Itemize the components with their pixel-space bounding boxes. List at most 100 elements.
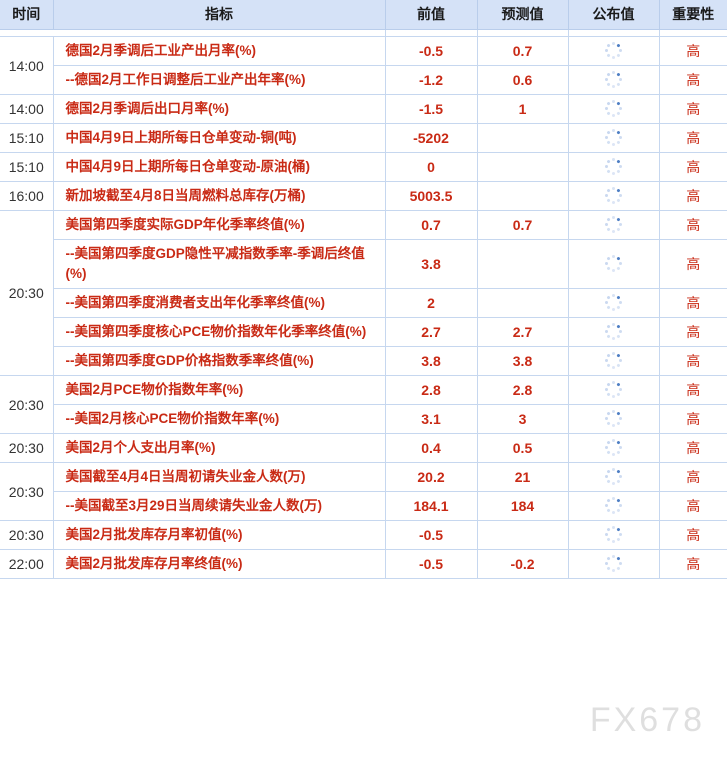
table-row[interactable]: 20:30 美国截至4月4日当周初请失业金人数(万) 20.2 21 高: [0, 462, 727, 521]
cell-previous-value: 2: [385, 288, 478, 318]
cell-previous-value: -5202: [385, 123, 478, 153]
cell-indicator[interactable]: 中国4月9日上期所每日仓单变动-铜(吨): [53, 123, 386, 153]
column-header-actual[interactable]: 公布值: [568, 0, 660, 30]
cell-actual-value: [568, 462, 660, 492]
cell-actual-value: [568, 346, 660, 376]
cell-importance: 高: [659, 94, 727, 124]
table-row[interactable]: 15:10 中国4月9日上期所每日仓单变动-铜(吨) -5202 高: [0, 123, 727, 153]
cell-indicator[interactable]: 美国2月批发库存月率初值(%): [53, 520, 386, 550]
cell-actual-value: [568, 239, 660, 289]
table-row[interactable]: --美国2月核心PCE物价指数年率(%) 3.1 3 高: [0, 404, 727, 434]
loading-spinner-icon: [605, 100, 622, 118]
cell-importance: 高: [659, 36, 727, 66]
loading-spinner-icon: [605, 42, 622, 60]
column-header-forecast[interactable]: 预测值: [477, 0, 569, 30]
table-body: 14:00 德国2月季调后工业产出月率(%) -0.5 0.7 高 --德国2月工作日调整…: [0, 29, 727, 579]
table-row[interactable]: --德国2月工作日调整后工业产出年率(%) -1.2 0.6 高: [0, 65, 727, 95]
spacer-cell-indicator: [53, 29, 386, 37]
cell-previous-value: -1.2: [385, 65, 478, 95]
cell-forecast-value: [477, 288, 569, 318]
cell-importance: 高: [659, 288, 727, 318]
loading-spinner-icon: [605, 255, 622, 273]
column-header-previous[interactable]: 前值: [385, 0, 478, 30]
cell-actual-value: [568, 317, 660, 347]
cell-time: 20:30: [0, 433, 54, 463]
loading-spinner-icon: [605, 216, 622, 234]
cell-previous-value: 2.7: [385, 317, 478, 347]
table-row[interactable]: 20:30 美国2月批发库存月率初值(%) -0.5 高: [0, 520, 727, 550]
cell-previous-value: -0.5: [385, 36, 478, 66]
cell-time: 16:00: [0, 181, 54, 211]
cell-indicator[interactable]: 德国2月季调后工业产出月率(%): [53, 36, 386, 66]
cell-indicator[interactable]: 德国2月季调后出口月率(%): [53, 94, 386, 124]
spacer-cell-importance: [659, 29, 727, 37]
cell-previous-value: 3.1: [385, 404, 478, 434]
column-header-time[interactable]: 时间: [0, 0, 54, 30]
cell-time: 20:30: [0, 520, 54, 550]
cell-importance: 高: [659, 433, 727, 463]
loading-spinner-icon: [605, 323, 622, 341]
table-row[interactable]: 22:00 美国2月批发库存月率终值(%) -0.5 -0.2 高: [0, 549, 727, 579]
cell-actual-value: [568, 491, 660, 521]
table-row[interactable]: --美国截至3月29日当周续请失业金人数(万) 184.1 184 高: [0, 491, 727, 521]
cell-importance: 高: [659, 123, 727, 153]
spacer-cell-previous: [385, 29, 478, 37]
cell-previous-value: -0.5: [385, 520, 478, 550]
table-row[interactable]: 16:00 新加坡截至4月8日当周燃料总库存(万桶) 5003.5 高: [0, 181, 727, 211]
cell-indicator[interactable]: --美国第四季度GDP隐性平减指数季率-季调后终值(%): [53, 239, 386, 289]
table-row[interactable]: --美国第四季度消费者支出年化季率终值(%) 2 高: [0, 288, 727, 318]
cell-actual-value: [568, 210, 660, 240]
site-watermark: FX678: [589, 701, 705, 739]
cell-importance: 高: [659, 375, 727, 405]
cell-previous-value: 20.2: [385, 462, 478, 492]
loading-spinner-icon: [605, 381, 622, 399]
cell-importance: 高: [659, 239, 727, 289]
cell-forecast-value: 3.8: [477, 346, 569, 376]
loading-spinner-icon: [605, 410, 622, 428]
cell-indicator[interactable]: 美国第四季度实际GDP年化季率终值(%): [53, 210, 386, 240]
cell-indicator[interactable]: 美国2月批发库存月率终值(%): [53, 549, 386, 579]
cell-time: 20:30: [0, 375, 54, 434]
loading-spinner-icon: [605, 555, 622, 573]
cell-forecast-value: [477, 520, 569, 550]
cell-indicator[interactable]: --美国第四季度GDP价格指数季率终值(%): [53, 346, 386, 376]
cell-indicator[interactable]: --美国2月核心PCE物价指数年率(%): [53, 404, 386, 434]
header-row: 时间 指标 前值 预测值 公布值 重要性: [0, 0, 727, 30]
table-row[interactable]: 20:30 美国2月个人支出月率(%) 0.4 0.5 高: [0, 433, 727, 463]
cell-indicator[interactable]: 美国2月个人支出月率(%): [53, 433, 386, 463]
spacer-cell-time: [0, 29, 53, 37]
loading-spinner-icon: [605, 129, 622, 147]
cell-time: 20:30: [0, 462, 54, 521]
table-row[interactable]: 15:10 中国4月9日上期所每日仓单变动-原油(桶) 0 高: [0, 152, 727, 182]
table-row[interactable]: 20:30 美国第四季度实际GDP年化季率终值(%) 0.7 0.7 高: [0, 210, 727, 376]
cell-importance: 高: [659, 404, 727, 434]
cell-importance: 高: [659, 65, 727, 95]
cell-actual-value: [568, 123, 660, 153]
cell-importance: 高: [659, 210, 727, 240]
table-row[interactable]: 14:00 德国2月季调后工业产出月率(%) -0.5 0.7 高: [0, 36, 727, 95]
cell-forecast-value: 0.6: [477, 65, 569, 95]
cell-forecast-value: 0.5: [477, 433, 569, 463]
table-row[interactable]: --美国第四季度核心PCE物价指数年化季率终值(%) 2.7 2.7 高: [0, 317, 727, 347]
cell-indicator[interactable]: --美国第四季度核心PCE物价指数年化季率终值(%): [53, 317, 386, 347]
cell-indicator[interactable]: --美国第四季度消费者支出年化季率终值(%): [53, 288, 386, 318]
cell-importance: 高: [659, 181, 727, 211]
cell-previous-value: 3.8: [385, 346, 478, 376]
cell-actual-value: [568, 433, 660, 463]
cell-indicator[interactable]: 美国2月PCE物价指数年率(%): [53, 375, 386, 405]
cell-indicator[interactable]: 美国截至4月4日当周初请失业金人数(万): [53, 462, 386, 492]
loading-spinner-icon: [605, 294, 622, 312]
table-row[interactable]: --美国第四季度GDP价格指数季率终值(%) 3.8 3.8 高: [0, 346, 727, 376]
cell-previous-value: -0.5: [385, 549, 478, 579]
cell-importance: 高: [659, 462, 727, 492]
cell-indicator[interactable]: 新加坡截至4月8日当周燃料总库存(万桶): [53, 181, 386, 211]
cell-indicator[interactable]: --美国截至3月29日当周续请失业金人数(万): [53, 491, 386, 521]
table-row[interactable]: 20:30 美国2月PCE物价指数年率(%) 2.8 2.8 高: [0, 375, 727, 434]
table-row[interactable]: --美国第四季度GDP隐性平减指数季率-季调后终值(%) 3.8 高: [0, 239, 727, 289]
column-header-indicator[interactable]: 指标: [53, 0, 386, 30]
table-row[interactable]: 14:00 德国2月季调后出口月率(%) -1.5 1 高: [0, 94, 727, 124]
cell-indicator[interactable]: 中国4月9日上期所每日仓单变动-原油(桶): [53, 152, 386, 182]
cell-indicator[interactable]: --德国2月工作日调整后工业产出年率(%): [53, 65, 386, 95]
column-header-importance[interactable]: 重要性: [659, 0, 727, 30]
cell-forecast-value: -0.2: [477, 549, 569, 579]
